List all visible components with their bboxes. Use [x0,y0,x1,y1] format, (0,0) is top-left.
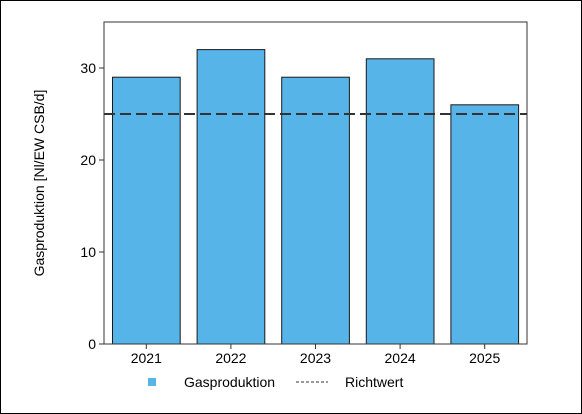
bar-2021 [112,76,181,345]
bar-2022 [196,49,266,345]
legend-swatch-gasproduktion [148,378,156,386]
y-axis: 0 10 20 30 [80,60,104,352]
bar-2025 [450,104,520,345]
legend: Gasproduktion Richtwert [148,374,403,390]
y-tick-label-10: 10 [80,244,96,260]
legend-label-richtwert: Richtwert [345,374,403,390]
x-tick-label-2022: 2022 [215,350,246,366]
bars-layer [112,49,520,345]
legend-label-gasproduktion: Gasproduktion [184,374,275,390]
x-tick-label-2021: 2021 [131,350,162,366]
y-tick-label-20: 20 [80,152,96,168]
y-tick-label-0: 0 [88,336,96,352]
y-tick-label-30: 30 [80,60,96,76]
y-axis-title: Gasproduktion [Nl/EW CSB/d] [31,90,47,277]
x-tick-label-2025: 2025 [469,350,500,366]
bar-2023 [281,76,350,345]
x-tick-label-2023: 2023 [300,350,331,366]
x-axis: 2021 2022 2023 2024 2025 [131,344,500,366]
x-tick-label-2024: 2024 [385,350,416,366]
bar-2024 [365,58,435,345]
